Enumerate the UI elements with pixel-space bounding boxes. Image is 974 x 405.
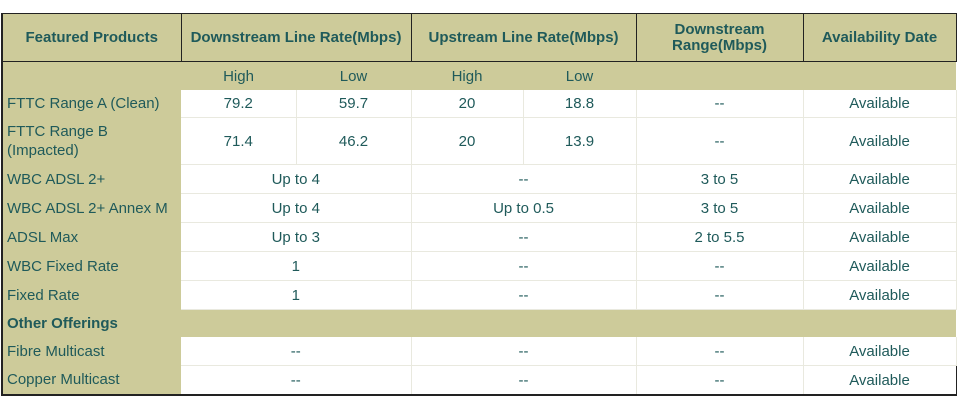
- availability: Available: [803, 90, 957, 118]
- section-row-other-offerings: Other Offerings: [1, 309, 957, 337]
- downstream-rate: 1: [181, 280, 412, 310]
- product-name: WBC Fixed Rate: [1, 251, 181, 281]
- upstream-rate: --: [411, 222, 637, 252]
- section-title: Other Offerings: [1, 309, 181, 337]
- downstream-rate: Up to 4: [181, 164, 412, 194]
- product-name: ADSL Max: [1, 222, 181, 252]
- products-table: Featured Products Downstream Line Rate(M…: [1, 13, 957, 396]
- subheader-downstream-low: Low: [296, 61, 412, 90]
- product-name: FTTC Range A (Clean): [1, 90, 181, 118]
- availability: Available: [803, 222, 957, 252]
- upstream-high: 20: [411, 117, 524, 165]
- availability: Available: [803, 251, 957, 281]
- table-row: ADSL Max Up to 3 -- 2 to 5.5 Available: [1, 222, 957, 252]
- availability: Available: [803, 193, 957, 223]
- header-downstream-range: Downstream Range(Mbps): [635, 13, 804, 62]
- upstream-rate: --: [411, 164, 637, 194]
- availability: Available: [803, 164, 957, 194]
- upstream-high: 20: [411, 90, 524, 118]
- subheader-downstream-high: High: [181, 61, 296, 90]
- downstream-range: --: [636, 90, 804, 118]
- upstream-rate: Up to 0.5: [411, 193, 637, 223]
- product-name: Fibre Multicast: [1, 337, 181, 366]
- upstream-rate: --: [411, 280, 637, 310]
- header-upstream-line-rate: Upstream Line Rate(Mbps): [410, 13, 637, 62]
- table-row: WBC ADSL 2+ Up to 4 -- 3 to 5 Available: [1, 164, 957, 194]
- upstream-rate: --: [411, 365, 637, 396]
- availability: Available: [803, 337, 957, 366]
- table-row: Copper Multicast -- -- -- Available: [1, 365, 957, 396]
- header-row: Featured Products Downstream Line Rate(M…: [1, 13, 957, 62]
- downstream-range: --: [636, 117, 804, 165]
- product-name: Copper Multicast: [1, 365, 181, 396]
- availability: Available: [803, 280, 957, 310]
- product-name: WBC ADSL 2+: [1, 164, 181, 194]
- downstream-range: --: [636, 251, 804, 281]
- table-row: WBC Fixed Rate 1 -- -- Available: [1, 251, 957, 281]
- product-name: WBC ADSL 2+ Annex M: [1, 193, 181, 223]
- downstream-low: 59.7: [296, 90, 412, 118]
- upstream-rate: --: [411, 337, 637, 366]
- downstream-range: 3 to 5: [636, 193, 804, 223]
- table-row: WBC ADSL 2+ Annex M Up to 4 Up to 0.5 3 …: [1, 193, 957, 223]
- downstream-high: 79.2: [181, 90, 297, 118]
- downstream-rate: Up to 3: [181, 222, 412, 252]
- table-row: Fibre Multicast -- -- -- Available: [1, 337, 957, 366]
- header-availability-date: Availability Date: [802, 13, 957, 62]
- downstream-range: --: [636, 280, 804, 310]
- header-featured-products: Featured Products: [1, 13, 182, 62]
- upstream-low: 18.8: [523, 90, 637, 118]
- upstream-rate: --: [411, 251, 637, 281]
- subheader-row: High Low High Low: [1, 61, 957, 90]
- table-row: FTTC Range A (Clean) 79.2 59.7 20 18.8 -…: [1, 90, 957, 118]
- downstream-rate: 1: [181, 251, 412, 281]
- downstream-high: 71.4: [181, 117, 297, 165]
- product-name: FTTC Range B (Impacted): [1, 117, 181, 165]
- downstream-range: --: [636, 337, 804, 366]
- product-name: Fixed Rate: [1, 280, 181, 310]
- downstream-rate: --: [181, 365, 412, 396]
- downstream-rate: --: [181, 337, 412, 366]
- subheader-upstream-high: High: [411, 61, 524, 90]
- table-row: Fixed Rate 1 -- -- Available: [1, 280, 957, 310]
- subheader-upstream-low: Low: [523, 61, 637, 90]
- availability: Available: [803, 117, 957, 165]
- header-downstream-line-rate: Downstream Line Rate(Mbps): [180, 13, 412, 62]
- availability: Available: [803, 365, 957, 396]
- upstream-low: 13.9: [523, 117, 637, 165]
- downstream-low: 46.2: [296, 117, 412, 165]
- downstream-range: --: [636, 365, 804, 396]
- downstream-rate: Up to 4: [181, 193, 412, 223]
- downstream-range: 3 to 5: [636, 164, 804, 194]
- table-row: FTTC Range B (Impacted) 71.4 46.2 20 13.…: [1, 117, 957, 165]
- downstream-range: 2 to 5.5: [636, 222, 804, 252]
